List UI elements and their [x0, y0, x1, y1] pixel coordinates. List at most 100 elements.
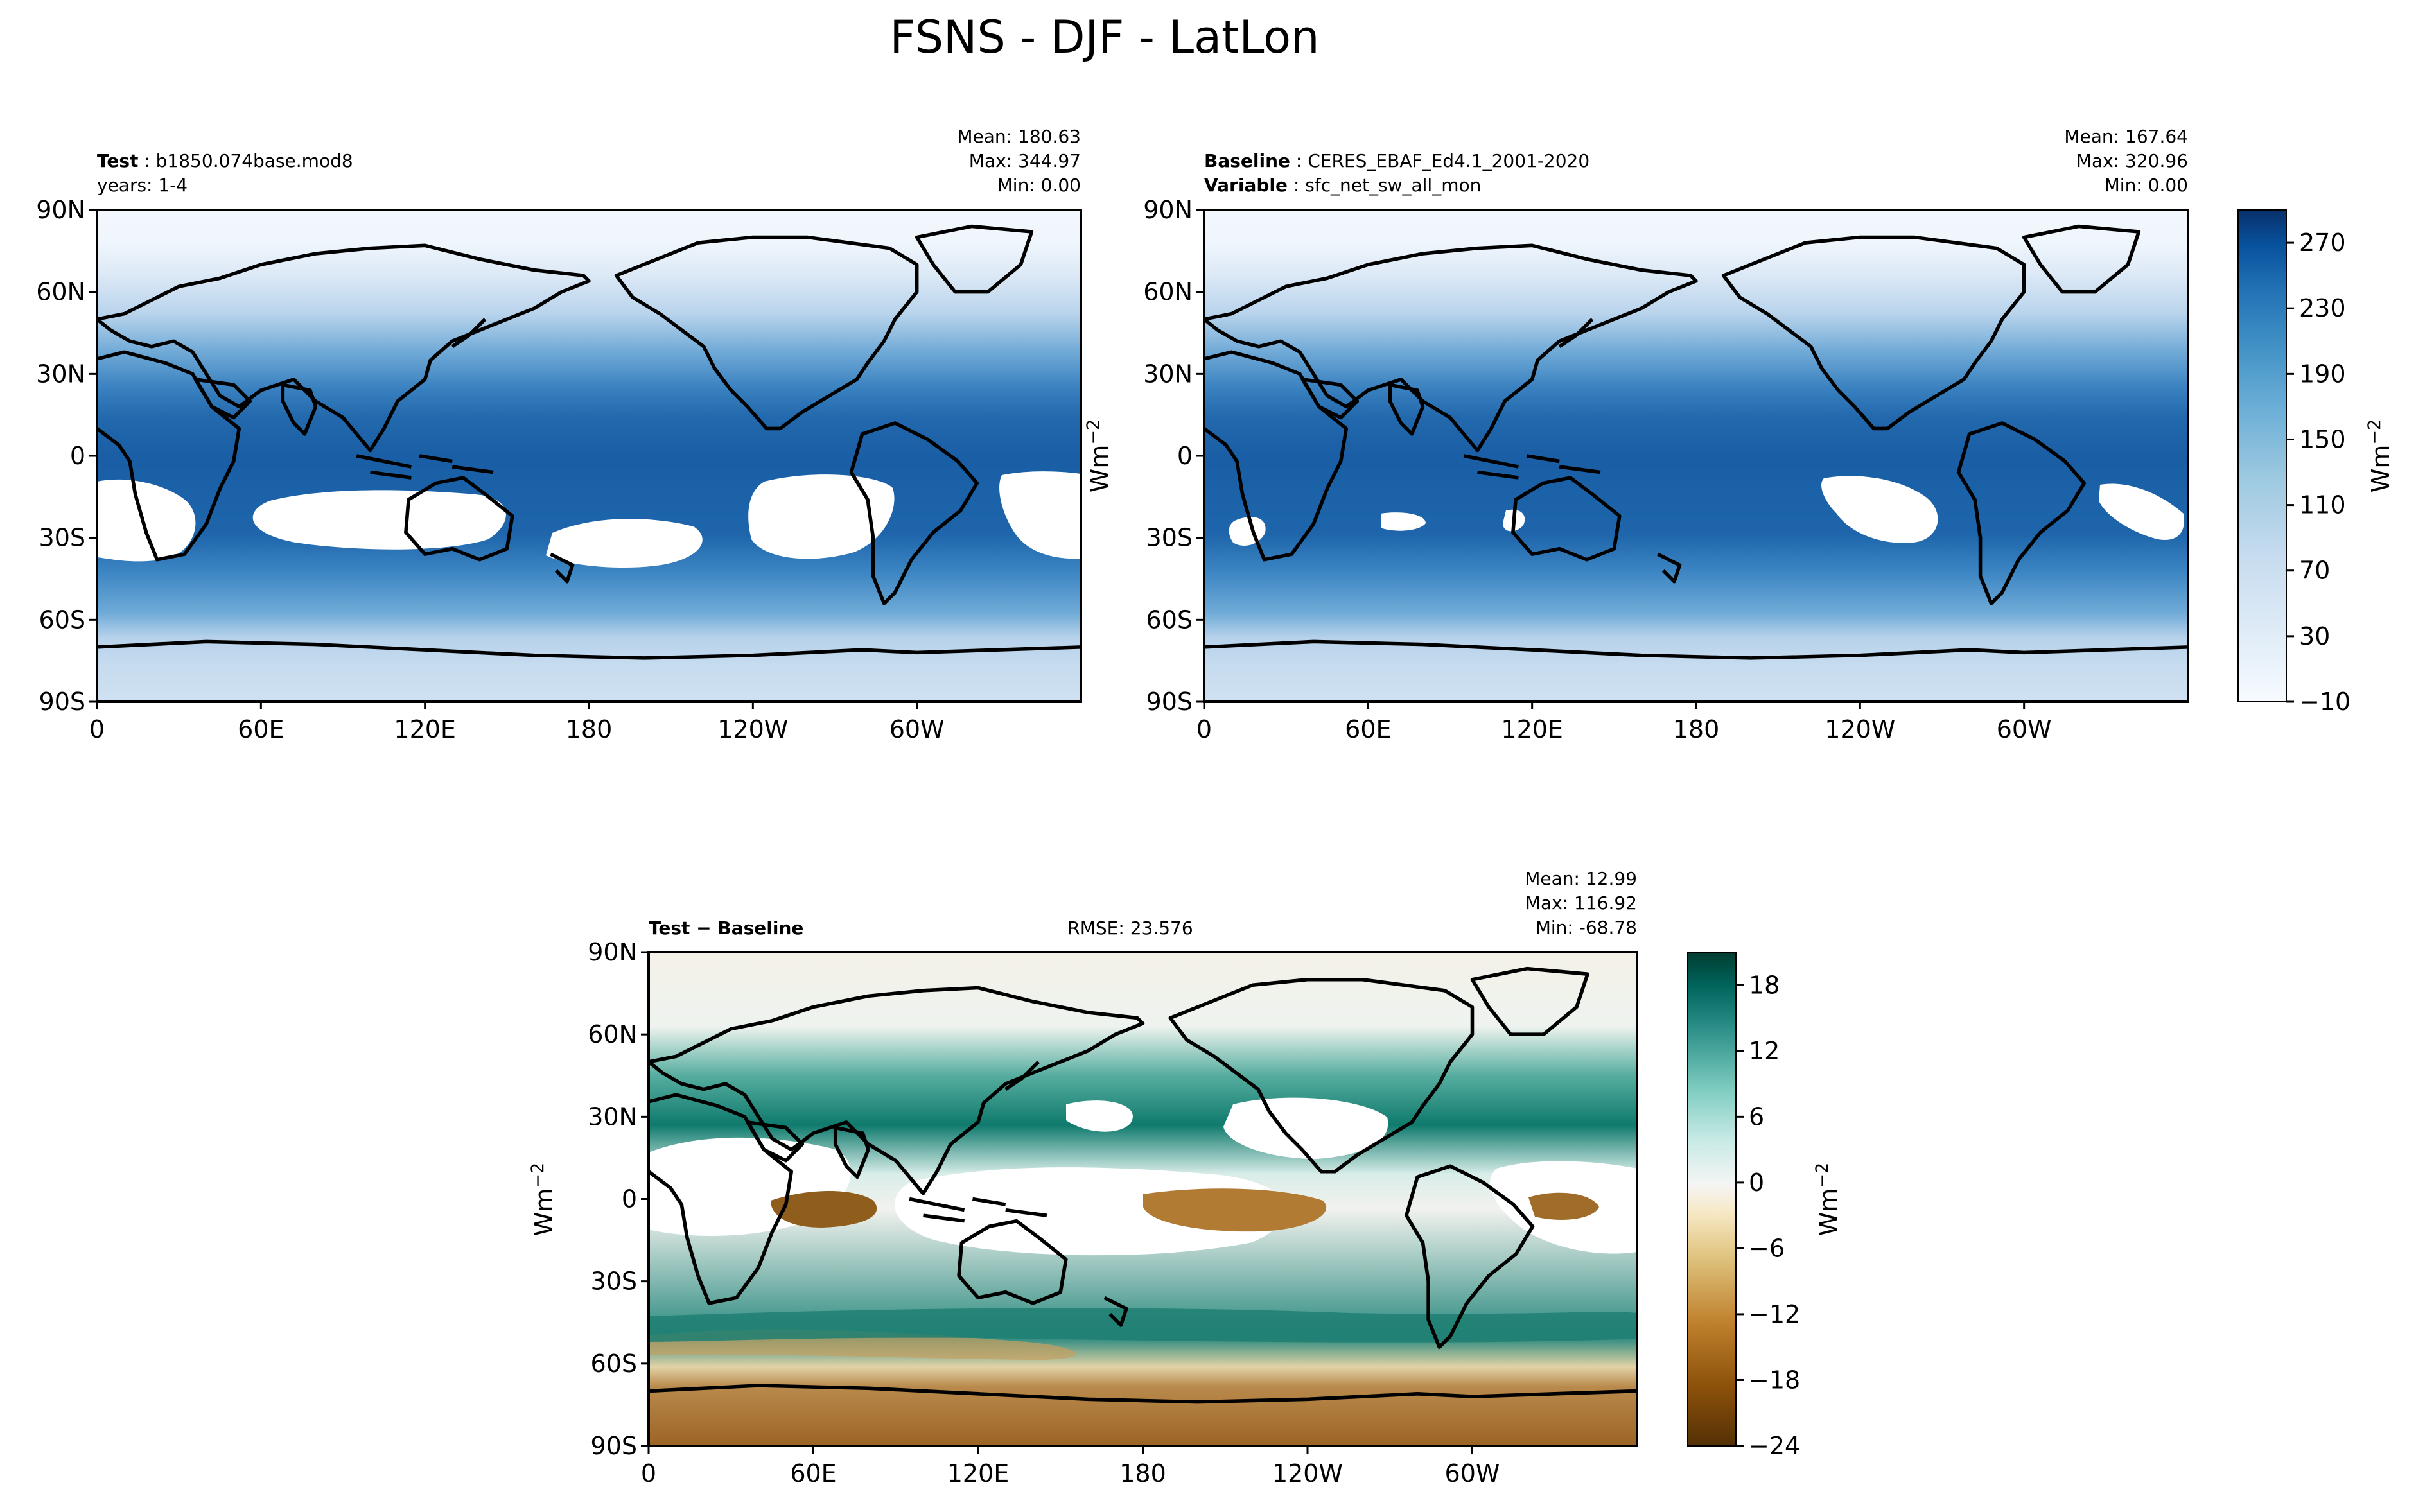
test-map: [97, 210, 1081, 702]
y-tick-label: 60N: [36, 278, 85, 306]
panel-test: Test : b1850.074base.mod8 years: 1-4 Mea…: [36, 126, 1082, 743]
x-tick-label: 60W: [1997, 715, 2052, 743]
test-label: Test : b1850.074base.mod8: [97, 150, 353, 171]
diff-x-ticks: 0 60E 120E 180 120W 60W: [641, 1446, 1500, 1488]
x-tick-label: 60E: [238, 715, 284, 743]
test-white-patch: [252, 490, 506, 550]
colorbar-tick-label: −10: [2299, 688, 2350, 716]
variable-label-text: sfc_net_sw_all_mon: [1305, 175, 1481, 196]
y-tick-label: 30S: [39, 524, 85, 552]
diff-positive-band: [649, 1308, 1637, 1343]
test-min: Min: 0.00: [997, 175, 1081, 196]
panel-difference: Test − Baseline RMSE: 23.576 Mean: 12.99…: [528, 868, 1843, 1488]
diff-negative-band: [1528, 1192, 1599, 1220]
test-x-ticks: 0 60E 120E 180 120W 60W: [89, 702, 945, 743]
baseline-field: [1204, 210, 2188, 702]
y-tick-label: 60N: [1143, 278, 1193, 306]
colorbar-blue-label: Wm−2: [2365, 419, 2395, 492]
test-label-bold: Test: [97, 150, 138, 171]
colorbar-tick-label: 18: [1749, 971, 1780, 999]
colorbar-brbg: [1687, 952, 1737, 1447]
test-max: Max: 344.97: [969, 150, 1081, 171]
colorbar-tick-label: 30: [2299, 622, 2330, 650]
test-white-patch: [546, 519, 703, 568]
baseline-white-regions: [1229, 476, 2184, 546]
y-tick-label: 0: [1177, 442, 1193, 470]
y-tick-label: 60S: [591, 1350, 637, 1378]
x-tick-label: 120E: [947, 1459, 1010, 1488]
colorbar-brbg-label-exp: −2: [1812, 1163, 1832, 1188]
x-tick-label: 180: [1119, 1459, 1166, 1488]
baseline-max: Max: 320.96: [2076, 150, 2188, 171]
colorbar-tick-label: 190: [2299, 360, 2346, 388]
variable-label: Variable : sfc_net_sw_all_mon: [1204, 175, 1481, 196]
diff-ylabel-exp: −2: [528, 1163, 548, 1188]
colorbar-tick-label: 270: [2299, 229, 2346, 257]
y-tick-label: 30S: [1146, 524, 1193, 552]
colorbar-tick-label: 70: [2299, 557, 2330, 585]
colorbar-brbg-label: Wm−2: [1812, 1163, 1843, 1236]
x-tick-label: 60W: [1445, 1459, 1500, 1488]
y-tick-label: 30N: [1143, 360, 1193, 388]
x-tick-label: 60E: [790, 1459, 836, 1488]
x-tick-label: 0: [641, 1459, 656, 1488]
y-tick-label: 30N: [588, 1102, 637, 1131]
panel-baseline: Baseline : CERES_EBAF_Ed4.1_2001-2020 Va…: [1083, 126, 2395, 743]
colorbar-blue-label-exp: −2: [2365, 419, 2385, 445]
colorbar-brbg-ticks: 18 12 6 0 −6 −12 −18 −24: [1736, 971, 1800, 1460]
colorbar-blue: [2237, 209, 2287, 702]
colorbar-tick-label: 230: [2299, 294, 2346, 322]
y-tick-label: 90N: [36, 196, 85, 224]
diff-max: Max: 116.92: [1525, 892, 1637, 914]
test-years: years: 1-4: [97, 175, 188, 196]
baseline-map: [1204, 210, 2188, 702]
baseline-label-sep: :: [1290, 150, 1308, 171]
diff-white-patch: [894, 1167, 1286, 1256]
colorbar-tick-label: −24: [1749, 1432, 1800, 1460]
y-tick-label: 90S: [39, 688, 85, 716]
colorbar-blue-label-text: Wm: [2367, 445, 2395, 493]
baseline-white-patch: [1821, 476, 1938, 543]
x-tick-label: 60E: [1345, 715, 1391, 743]
y-tick-label: 60S: [39, 605, 85, 634]
x-tick-label: 60W: [889, 715, 945, 743]
y-tick-label: 0: [622, 1185, 637, 1213]
baseline-white-patch: [2099, 483, 2184, 540]
test-white-patch: [97, 479, 196, 562]
baseline-label-text: CERES_EBAF_Ed4.1_2001-2020: [1308, 150, 1589, 171]
x-tick-label: 120E: [394, 715, 456, 743]
test-label-text: b1850.074base.mod8: [156, 150, 353, 171]
test-white-patch: [999, 471, 1081, 559]
baseline-ylabel-exp: −2: [1083, 419, 1103, 445]
diff-negative-band: [1143, 1188, 1327, 1232]
x-tick-label: 0: [89, 715, 105, 743]
test-field: [97, 210, 1081, 702]
baseline-mean: Mean: 167.64: [2064, 126, 2188, 147]
x-tick-label: 0: [1196, 715, 1212, 743]
baseline-label-bold: Baseline: [1204, 150, 1290, 171]
x-tick-label: 120W: [717, 715, 788, 743]
y-tick-label: 90N: [588, 938, 637, 966]
diff-label: Test − Baseline: [649, 917, 803, 939]
colorbar-tick-label: 110: [2299, 491, 2346, 519]
baseline-ylabel-text: Wm: [1085, 445, 1114, 493]
y-tick-label: 0: [70, 442, 85, 470]
x-tick-label: 180: [566, 715, 613, 743]
baseline-ylabel: Wm−2: [1083, 419, 1114, 492]
colorbar-blue-ticks: 270 230 190 150 110 70 30 −10: [2286, 229, 2350, 716]
x-tick-label: 120W: [1272, 1459, 1343, 1488]
variable-label-bold: Variable: [1204, 175, 1288, 196]
colorbar-tick-label: −18: [1749, 1366, 1800, 1394]
test-label-sep: :: [138, 150, 155, 171]
colorbar-tick-label: −6: [1749, 1234, 1785, 1262]
baseline-white-patch: [1381, 512, 1426, 531]
diff-white-patch: [1066, 1100, 1133, 1132]
diff-mean: Mean: 12.99: [1525, 868, 1637, 889]
diff-negative-band: [771, 1191, 877, 1228]
test-white-regions: [97, 471, 1081, 568]
x-tick-label: 120E: [1501, 715, 1563, 743]
y-tick-label: 30S: [591, 1267, 637, 1296]
diff-min: Min: -68.78: [1536, 917, 1637, 938]
variable-label-sep: :: [1288, 175, 1305, 196]
